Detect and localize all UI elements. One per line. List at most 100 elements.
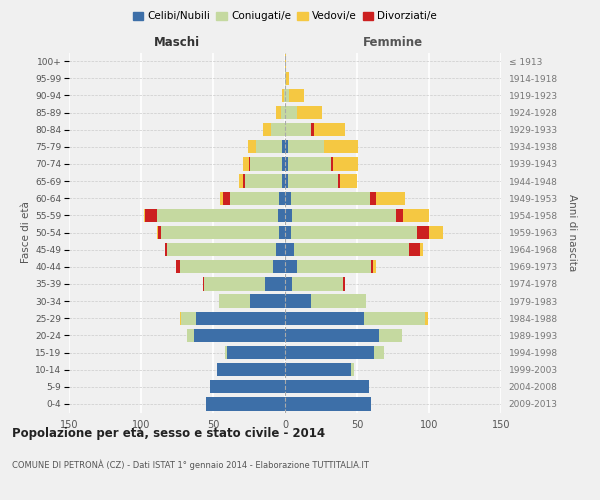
Bar xyxy=(187,328,194,342)
Text: Femmine: Femmine xyxy=(363,36,423,49)
Bar xyxy=(277,243,285,256)
Bar xyxy=(421,243,423,256)
Bar xyxy=(220,192,223,205)
Bar xyxy=(227,346,285,359)
Bar xyxy=(181,312,196,325)
Bar xyxy=(157,226,158,239)
Bar xyxy=(314,123,346,136)
Bar xyxy=(250,294,285,308)
Bar xyxy=(224,346,227,359)
Bar xyxy=(285,226,291,239)
Bar xyxy=(196,312,285,325)
Bar xyxy=(296,260,371,274)
Legend: Celibi/Nubili, Coniugati/e, Vedovi/e, Divorziati/e: Celibi/Nubili, Coniugati/e, Vedovi/e, Di… xyxy=(128,8,442,26)
Bar xyxy=(279,226,285,239)
Bar xyxy=(180,312,181,325)
Bar xyxy=(285,312,364,325)
Bar xyxy=(285,346,374,359)
Bar xyxy=(332,157,358,170)
Bar xyxy=(285,72,286,85)
Bar xyxy=(263,123,271,136)
Bar xyxy=(292,277,343,290)
Bar xyxy=(161,226,279,239)
Bar xyxy=(285,363,351,376)
Bar xyxy=(285,328,379,342)
Text: COMUNE DI PETRONÀ (CZ) - Dati ISTAT 1° gennaio 2014 - Elaborazione TUTTITALIA.IT: COMUNE DI PETRONÀ (CZ) - Dati ISTAT 1° g… xyxy=(12,459,369,469)
Bar xyxy=(374,346,385,359)
Bar xyxy=(364,312,425,325)
Bar xyxy=(285,88,289,102)
Bar xyxy=(157,208,278,222)
Bar xyxy=(311,294,365,308)
Bar xyxy=(331,157,332,170)
Bar xyxy=(176,260,180,274)
Bar xyxy=(277,106,281,119)
Bar xyxy=(288,157,331,170)
Bar xyxy=(243,174,245,188)
Bar xyxy=(265,277,285,290)
Bar xyxy=(376,192,404,205)
Bar xyxy=(285,123,311,136)
Bar xyxy=(282,174,285,188)
Y-axis label: Fasce di età: Fasce di età xyxy=(21,202,31,264)
Bar xyxy=(281,106,285,119)
Bar xyxy=(144,208,145,222)
Bar xyxy=(256,140,282,153)
Bar xyxy=(248,140,256,153)
Bar xyxy=(274,260,285,274)
Bar xyxy=(285,380,368,394)
Bar xyxy=(343,277,346,290)
Bar xyxy=(371,260,373,274)
Text: Popolazione per età, sesso e stato civile - 2014: Popolazione per età, sesso e stato civil… xyxy=(12,428,325,440)
Bar xyxy=(282,140,285,153)
Bar xyxy=(145,208,157,222)
Bar xyxy=(291,192,370,205)
Bar xyxy=(284,88,285,102)
Bar xyxy=(403,208,429,222)
Bar xyxy=(223,192,230,205)
Bar xyxy=(296,106,322,119)
Bar xyxy=(324,140,358,153)
Bar xyxy=(194,328,285,342)
Bar xyxy=(243,157,249,170)
Bar xyxy=(203,277,205,290)
Bar xyxy=(291,226,418,239)
Bar xyxy=(370,192,376,205)
Bar xyxy=(279,192,285,205)
Bar xyxy=(285,397,371,410)
Bar xyxy=(286,72,289,85)
Bar xyxy=(340,174,357,188)
Bar xyxy=(285,260,296,274)
Bar xyxy=(285,277,292,290)
Bar xyxy=(293,243,409,256)
Bar xyxy=(217,363,285,376)
Bar xyxy=(158,226,161,239)
Bar xyxy=(206,397,285,410)
Bar xyxy=(285,54,286,68)
Bar xyxy=(289,88,304,102)
Bar xyxy=(418,226,429,239)
Bar xyxy=(373,260,376,274)
Bar xyxy=(285,294,311,308)
Bar xyxy=(285,174,288,188)
Bar xyxy=(205,277,265,290)
Bar xyxy=(230,192,279,205)
Bar xyxy=(250,157,282,170)
Bar xyxy=(285,157,288,170)
Bar xyxy=(249,157,250,170)
Bar xyxy=(285,208,292,222)
Bar xyxy=(166,243,167,256)
Bar xyxy=(351,363,354,376)
Bar xyxy=(285,140,288,153)
Bar xyxy=(210,380,285,394)
Bar xyxy=(239,174,243,188)
Bar xyxy=(278,208,285,222)
Bar xyxy=(285,243,293,256)
Y-axis label: Anni di nascita: Anni di nascita xyxy=(568,194,577,271)
Bar xyxy=(285,106,296,119)
Bar xyxy=(282,157,285,170)
Bar xyxy=(219,294,250,308)
Bar xyxy=(288,174,338,188)
Bar xyxy=(379,328,401,342)
Bar xyxy=(288,140,324,153)
